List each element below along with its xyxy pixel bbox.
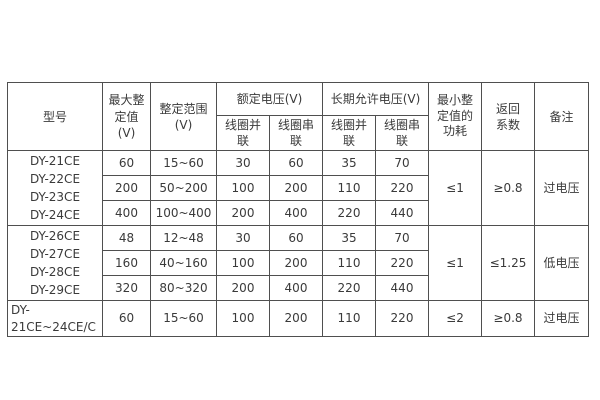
return-coef-cell: ≥0.8 <box>481 300 535 337</box>
remark-cell: 过电压 <box>534 150 589 227</box>
remark-cell: 低电压 <box>534 225 589 302</box>
header-coil-parallel: 线圈并联 <box>216 114 270 152</box>
min-power-cell: ≤1 <box>428 225 482 302</box>
header-return-coef: 返回系数 <box>481 81 535 152</box>
table-cell: 12~48 <box>150 225 217 252</box>
header-coil-series: 线圈串联 <box>269 114 323 152</box>
model-name: DY-22CE <box>29 172 81 187</box>
table-row: 320 80~320 200 400 220 440 <box>8 275 589 302</box>
header-model: 型号 <box>7 81 103 152</box>
model-name: DY-29CE <box>29 283 81 298</box>
return-coef-cell: ≥0.8 <box>481 150 535 227</box>
table-cell: 80~320 <box>150 275 217 302</box>
table-cell: 220 <box>322 200 376 227</box>
table-cell: 15~60 <box>150 150 217 177</box>
header-row-2: 线圈并联 线圈串联 线圈并联 线圈串联 <box>8 114 589 152</box>
table-cell: 15~60 <box>150 300 217 337</box>
min-power-cell: ≤2 <box>428 300 482 337</box>
table-cell: 160 <box>102 250 151 277</box>
table-row: DY-21CE DY-22CE DY-23CE DY-24CE 60 15~60… <box>7 150 589 227</box>
table-cell: 200 <box>102 175 151 202</box>
model-name: DY-27CE <box>29 247 81 262</box>
table-cell: 110 <box>322 250 376 277</box>
table-cell: 100 <box>216 300 270 337</box>
table-cell: 400 <box>102 200 151 227</box>
model-name: DY-28CE <box>29 265 81 280</box>
model-name: DY-26CE <box>29 229 81 244</box>
header-setting-range: 整定范围(V) <box>150 81 217 152</box>
table-cell: 200 <box>216 200 270 227</box>
table-cell: 440 <box>375 200 429 227</box>
table-row: 200 50~200 100 200 110 220 <box>8 175 589 202</box>
table-cell: 48 <box>102 225 151 252</box>
table-row: DY-26CE DY-27CE DY-28CE DY-29CE 48 12~48… <box>7 225 589 302</box>
table-cell: 30 <box>216 150 270 177</box>
table-cell: 200 <box>269 175 323 202</box>
table-cell: 60 <box>102 300 151 337</box>
header-max-setting: 最大整定值(V) <box>102 81 151 152</box>
table-cell: 110 <box>322 175 376 202</box>
header-remark: 备注 <box>534 81 589 152</box>
table-cell: 400 <box>269 275 323 302</box>
table-cell: 30 <box>216 225 270 252</box>
header-rated-voltage: 额定电压(V) <box>216 82 323 116</box>
table-cell: 100 <box>216 250 270 277</box>
table-cell: 220 <box>322 275 376 302</box>
model-group-cell: DY-21CE DY-22CE DY-23CE DY-24CE <box>7 150 103 227</box>
table-row: DY-21CE~24CE/C 60 15~60 100 200 110 220 … <box>7 300 589 337</box>
model-name: DY-21CE <box>29 154 81 169</box>
remark-cell: 过电压 <box>534 300 589 337</box>
min-power-cell: ≤1 <box>428 150 482 227</box>
return-coef-cell: ≤1.25 <box>481 225 535 302</box>
table-cell: 100~400 <box>150 200 217 227</box>
model-cell: DY-21CE~24CE/C <box>7 300 103 337</box>
table-cell: 220 <box>375 300 429 337</box>
table-row: 400 100~400 200 400 220 440 <box>8 200 589 227</box>
header-long-term-voltage: 长期允许电压(V) <box>322 82 429 116</box>
table-cell: 200 <box>269 300 323 337</box>
header-coil-parallel: 线圈并联 <box>322 114 376 152</box>
table-cell: 440 <box>375 275 429 302</box>
table-cell: 110 <box>322 300 376 337</box>
table-row: 160 40~160 100 200 110 220 <box>8 250 589 277</box>
table-cell: 70 <box>375 150 429 177</box>
model-name: DY-23CE <box>29 190 81 205</box>
table-cell: 35 <box>322 150 376 177</box>
table-cell: 40~160 <box>150 250 217 277</box>
table-cell: 220 <box>375 175 429 202</box>
table-cell: 60 <box>269 150 323 177</box>
table-cell: 400 <box>269 200 323 227</box>
table-cell: 35 <box>322 225 376 252</box>
table-cell: 60 <box>269 225 323 252</box>
table-cell: 220 <box>375 250 429 277</box>
table-cell: 70 <box>375 225 429 252</box>
model-group-cell: DY-26CE DY-27CE DY-28CE DY-29CE <box>7 225 103 302</box>
table-cell: 50~200 <box>150 175 217 202</box>
table-cell: 60 <box>102 150 151 177</box>
table-cell: 200 <box>269 250 323 277</box>
relay-spec-table: 型号 最大整定值(V) 整定范围(V) 额定电压(V) 长期允许电压(V) 最小… <box>7 81 589 337</box>
table-cell: 320 <box>102 275 151 302</box>
table-cell: 100 <box>216 175 270 202</box>
model-name: DY-24CE <box>29 208 81 223</box>
header-row-1: 型号 最大整定值(V) 整定范围(V) 额定电压(V) 长期允许电压(V) 最小… <box>7 81 589 152</box>
table-cell: 200 <box>216 275 270 302</box>
header-min-power: 最小整定值的功耗 <box>428 81 482 152</box>
header-coil-series: 线圈串联 <box>375 114 429 152</box>
